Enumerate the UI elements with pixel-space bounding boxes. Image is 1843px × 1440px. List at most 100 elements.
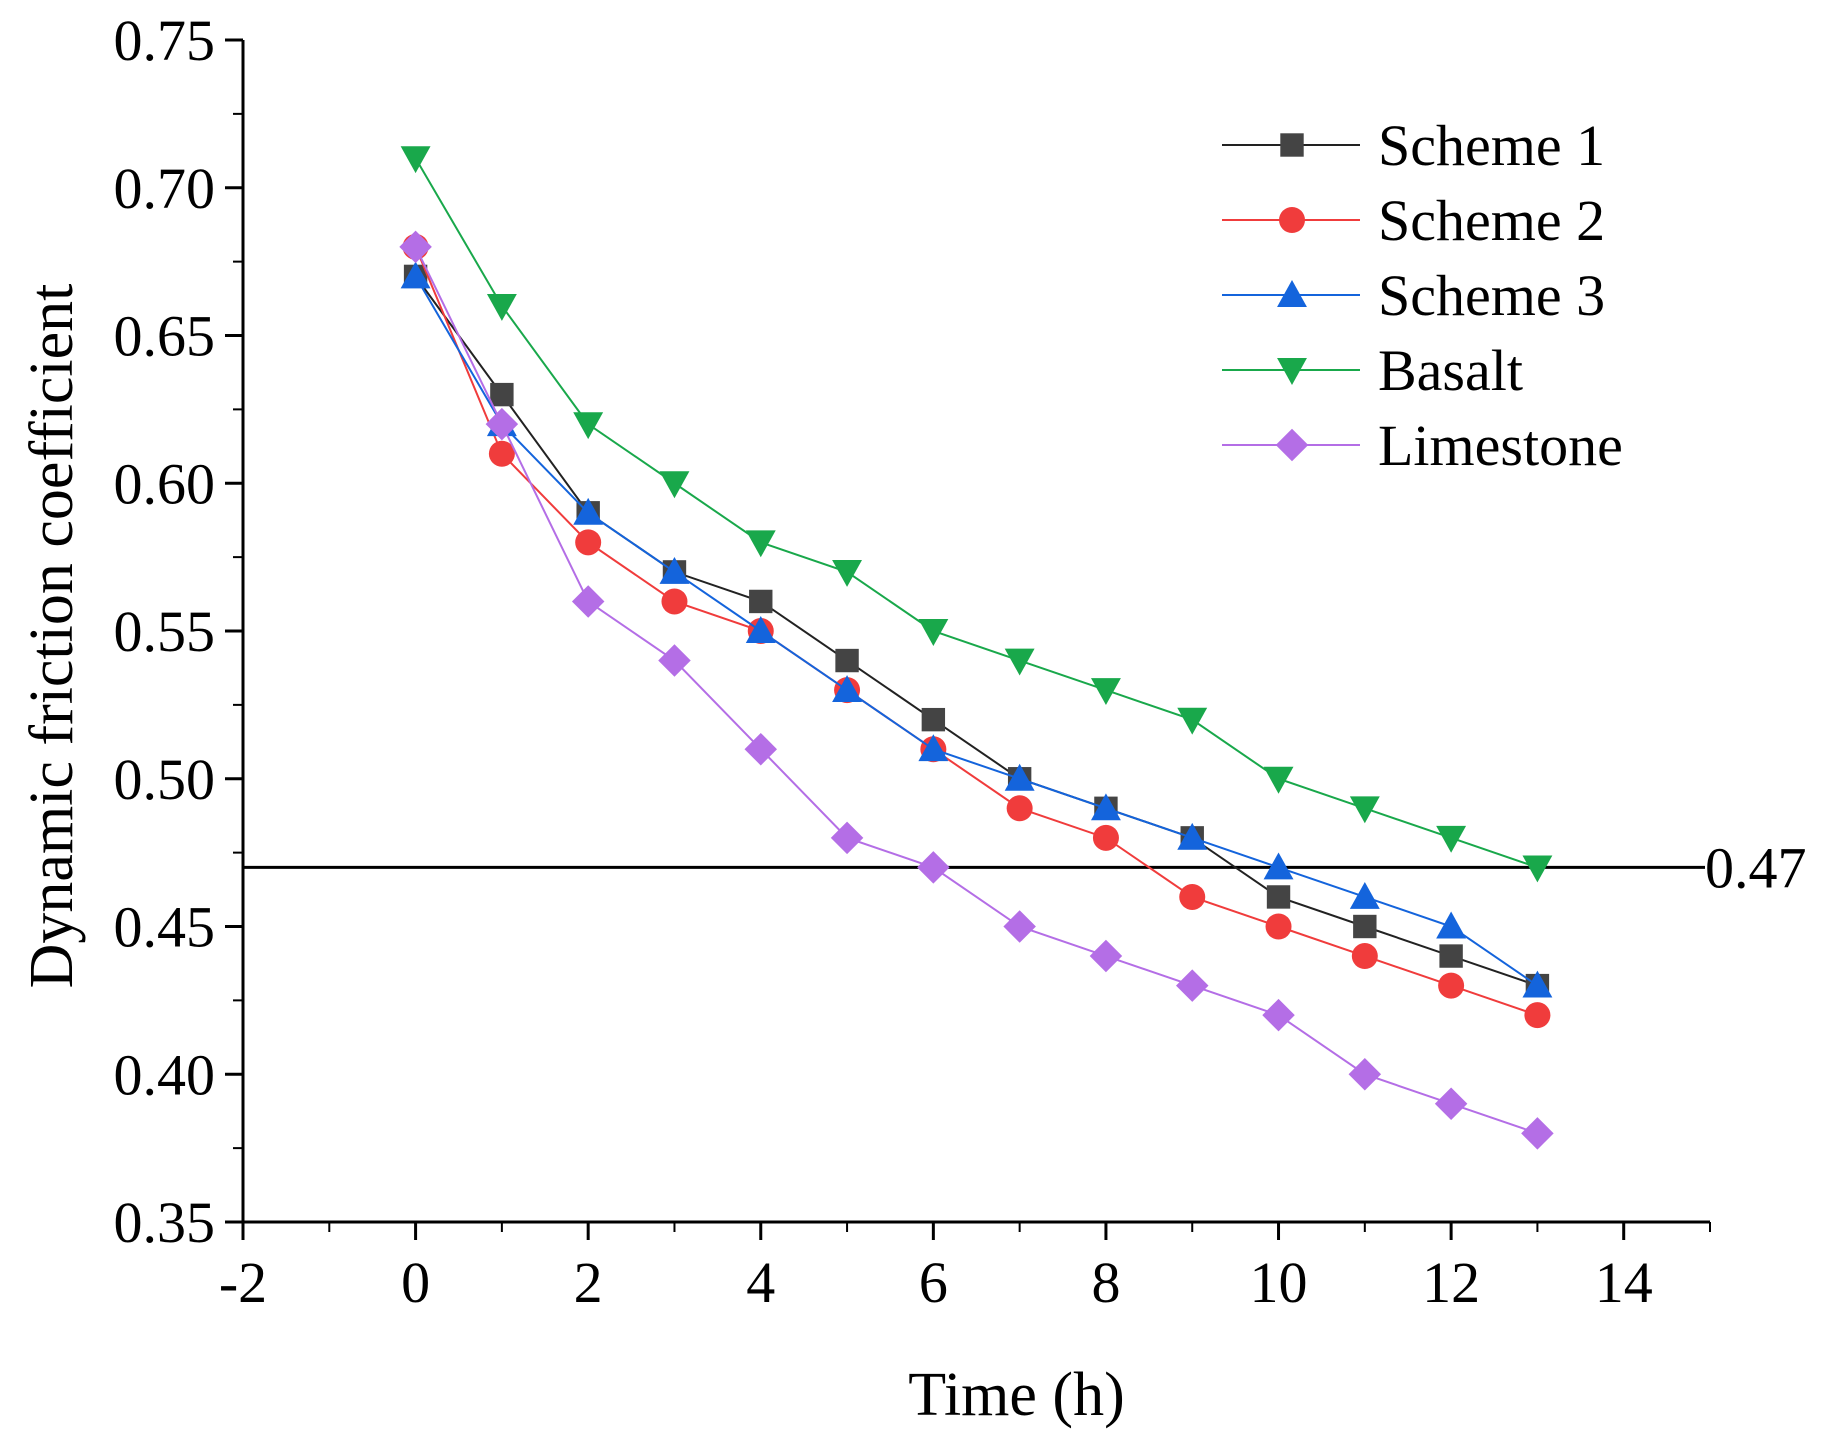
y-tick-label: 0.70 [114,156,216,221]
data-point-scheme-1 [835,648,859,673]
data-point-limestone [1089,939,1123,973]
data-point-scheme-3 [832,675,863,703]
data-point-limestone [1521,1117,1554,1150]
data-point-basalt [1177,707,1208,735]
data-point-basalt [1090,678,1121,706]
x-tick-label: 10 [1250,1250,1308,1315]
x-tick-label: -2 [219,1250,267,1315]
legend-item-basalt: Basalt [1222,338,1523,403]
data-point-scheme-3 [1522,970,1553,998]
data-point-scheme-3 [1349,882,1380,909]
data-point-scheme-3 [659,556,690,584]
series-basalt [400,146,1553,883]
y-tick-label: 0.75 [114,8,216,73]
legend-marker-limestone [1275,428,1309,462]
data-point-limestone [917,851,950,884]
data-point-scheme-2 [1006,795,1033,822]
reference-line-label: 0.47 [1705,835,1807,900]
series-line-basalt [414,157,1538,869]
data-point-limestone [1262,998,1295,1032]
x-tick-label: 8 [1091,1250,1120,1315]
legend-marker-scheme-3 [1277,280,1307,307]
x-tick-label: 6 [919,1250,948,1315]
reference-line-group: 0.47 [243,835,1807,900]
data-point-scheme-2 [1438,972,1465,999]
data-point-basalt [1522,855,1553,883]
data-point-basalt [918,619,949,646]
data-point-scheme-1 [1353,914,1377,939]
data-point-scheme-1 [490,382,514,407]
data-point-limestone [1434,1087,1468,1121]
data-point-basalt [1004,648,1035,676]
data-point-scheme-2 [1179,883,1206,910]
legend-label-scheme-2: Scheme 2 [1378,188,1605,253]
data-point-limestone [485,407,519,441]
data-point-scheme-2 [1265,913,1292,940]
y-tick-label: 0.50 [114,747,216,812]
data-point-limestone [1003,910,1036,943]
series-line-scheme-2 [414,246,1538,1017]
data-point-scheme-3 [918,734,949,762]
data-point-scheme-1 [749,589,773,614]
data-point-basalt [745,530,776,558]
series-scheme-2 [402,233,1551,1029]
y-axis-title: Dynamic friction coefficient [18,284,86,989]
data-point-scheme-3 [400,261,431,289]
x-tick-label: 14 [1595,1250,1653,1315]
data-point-scheme-1 [1439,944,1463,968]
x-tick-label: 4 [746,1250,775,1315]
series-line-scheme-1 [414,275,1538,987]
legend-label-scheme-1: Scheme 1 [1378,113,1605,178]
axes: -2 0 2 4 6 8 10 12 14 0.35 0.40 0.45 0.50 0.55 0.60 0.6… [114,8,1711,1315]
series-group [399,146,1554,1150]
data-point-scheme-2 [661,588,688,615]
data-point-scheme-3 [573,497,604,525]
legend-item-limestone: Limestone [1222,413,1623,478]
data-point-basalt [573,412,604,440]
legend-label-basalt: Basalt [1378,338,1523,403]
data-point-basalt [832,559,863,587]
y-tick-label: 0.45 [114,895,216,960]
data-point-limestone [1348,1058,1382,1091]
series-line-limestone [414,246,1538,1135]
data-point-scheme-1 [1266,885,1291,909]
x-axis-title: Time (h) [908,1361,1124,1429]
data-point-limestone [830,821,864,855]
data-point-limestone [744,732,778,766]
data-point-scheme-2 [488,440,515,467]
legend-marker-basalt [1277,358,1307,385]
data-point-limestone [658,644,691,677]
data-point-scheme-3 [745,616,776,643]
data-point-scheme-2 [1351,943,1378,970]
data-point-scheme-3 [1263,852,1294,880]
y-tick-label: 0.60 [114,451,216,516]
data-point-scheme-3 [1177,822,1208,850]
data-point-scheme-3 [1090,793,1121,821]
x-tick-label: 0 [401,1250,430,1315]
data-point-basalt [400,146,431,174]
legend-item-scheme-2: Scheme 2 [1222,188,1605,253]
legend-label-scheme-3: Scheme 3 [1378,263,1605,328]
data-point-scheme-3 [1436,911,1467,939]
data-point-limestone [1175,969,1209,1002]
legend-item-scheme-1: Scheme 1 [1222,113,1605,178]
data-point-basalt [486,293,517,321]
data-point-basalt [1436,825,1467,853]
x-tick-label: 2 [574,1250,603,1315]
series-line-scheme-3 [414,275,1538,987]
legend-label-limestone: Limestone [1378,413,1623,478]
legend-item-scheme-3: Scheme 3 [1222,263,1605,328]
data-point-scheme-1 [921,707,946,732]
data-point-scheme-2 [1524,1002,1551,1029]
y-tick-label: 0.55 [114,599,216,664]
data-point-basalt [1349,796,1380,824]
series-limestone [399,230,1554,1150]
data-point-limestone [571,585,605,618]
data-point-basalt [1263,766,1294,794]
data-point-limestone [399,230,432,264]
data-point-basalt [659,471,690,499]
legend-marker-scheme-2 [1279,207,1305,233]
legend: Scheme 1 Scheme 2 Scheme 3 Basalt Limestone [1222,113,1623,478]
data-point-scheme-2 [1092,824,1119,851]
